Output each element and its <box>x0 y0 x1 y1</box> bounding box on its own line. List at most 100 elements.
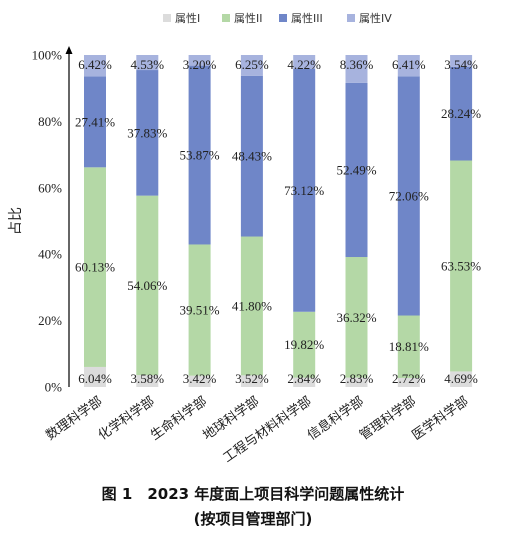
legend-swatch <box>163 14 171 22</box>
data-label: 28.24% <box>441 106 481 121</box>
data-label: 19.82% <box>284 337 324 352</box>
y-axis-arrow <box>65 46 73 54</box>
bar-segment <box>450 66 473 161</box>
data-label: 60.13% <box>75 260 115 275</box>
data-label: 2.72% <box>392 371 426 386</box>
data-label: 27.41% <box>75 114 115 129</box>
bar-segment <box>345 82 368 258</box>
x-category-label: 生命科学部 <box>147 393 209 443</box>
legend-label: 属性II <box>234 11 263 25</box>
x-axis-labels: 数理科学部化学科学部生命科学部地球科学部工程与材料科学部信息科学部管理科学部医学… <box>43 393 472 466</box>
x-category-label: 管理科学部 <box>357 393 419 443</box>
data-label: 52.49% <box>336 162 376 177</box>
stacked-bar-chart: 属性I 属性II 属性III 属性IV 占比 0% 20% 40% 60% 80% 100% 6… <box>8 11 481 466</box>
bar-stack: 3.42% 39.51% 53.87% 3.20% <box>180 55 220 387</box>
bar-segment <box>240 75 263 237</box>
legend-swatch <box>222 14 230 22</box>
data-label: 39.51% <box>180 303 220 318</box>
bar-segment <box>397 76 420 316</box>
y-tick-label: 80% <box>38 114 62 129</box>
bar-segment <box>450 371 473 387</box>
y-tick-label: 0% <box>45 380 63 395</box>
legend-label: 属性III <box>291 11 323 25</box>
data-label: 18.81% <box>389 339 429 354</box>
data-label: 36.32% <box>336 310 376 325</box>
bar-segment <box>136 375 159 387</box>
bar-segment <box>84 55 106 77</box>
data-label: 54.06% <box>127 278 167 293</box>
bar-segment <box>136 70 159 196</box>
bar-segment <box>136 195 159 376</box>
legend-swatch <box>347 14 355 22</box>
bar-segment <box>397 315 420 378</box>
data-label: 73.12% <box>284 183 324 198</box>
legend-label: 属性IV <box>359 11 392 25</box>
bar-stack: 3.58% 54.06% 37.83% 4.53% <box>127 55 168 387</box>
bar-segment <box>188 375 211 387</box>
bar-segment <box>293 69 316 312</box>
figure-caption-title: 图 1 2023 年度面上项目科学问题属性统计 <box>101 485 405 503</box>
bar-stack: 2.84% 19.82% 73.12% 4.22% <box>284 55 324 387</box>
bar-segment <box>345 257 368 378</box>
legend-label: 属性I <box>175 11 200 25</box>
bar-segment <box>240 236 263 376</box>
bar-segment <box>450 160 473 372</box>
data-label: 8.36% <box>340 57 374 72</box>
data-label: 2.84% <box>287 371 321 386</box>
data-label: 2.83% <box>340 371 374 386</box>
x-category-label: 化学科学部 <box>95 393 157 443</box>
bar-segment <box>188 65 211 245</box>
bar-stack: 2.83% 36.32% 52.49% 8.36% <box>336 55 377 387</box>
data-label: 3.42% <box>183 371 217 386</box>
y-tick-label: 100% <box>32 48 63 63</box>
bar-stack: 4.69% 63.53% 28.24% 3.54% <box>441 55 481 387</box>
bar-segment <box>397 377 420 387</box>
chart-legend: 属性I 属性II 属性III 属性IV <box>163 11 392 25</box>
data-label: 3.58% <box>131 371 165 386</box>
data-label: 3.54% <box>444 57 478 72</box>
data-label: 37.83% <box>127 125 167 140</box>
data-label: 41.80% <box>232 298 272 313</box>
bar-segment <box>240 55 263 76</box>
data-label: 6.42% <box>78 57 112 72</box>
x-category-label: 数理科学部 <box>43 393 105 443</box>
data-label: 4.22% <box>287 57 321 72</box>
figure-caption-subtitle: (按项目管理部门) <box>193 510 313 528</box>
bar-segment <box>345 55 368 83</box>
data-label: 6.25% <box>235 57 269 72</box>
bar-segment <box>84 167 106 367</box>
data-label: 6.41% <box>392 57 426 72</box>
bar-segment <box>450 55 473 67</box>
x-category-label: 信息科学部 <box>304 393 366 443</box>
y-tick-label: 60% <box>38 180 62 195</box>
bar-segment <box>293 311 316 378</box>
bar-stack: 6.04% 60.13% 27.41% 6.42% <box>75 55 115 387</box>
y-axis: 0% 20% 40% 60% 80% 100% <box>32 46 73 395</box>
data-label: 3.52% <box>235 371 269 386</box>
data-label: 4.53% <box>131 57 165 72</box>
bar-segment <box>136 55 159 71</box>
bars: 6.04% 60.13% 27.41% 6.42% 3.58% 54.06% 37.83% 4… <box>75 55 481 387</box>
bar-segment <box>188 55 211 66</box>
data-label: 63.53% <box>441 258 481 273</box>
bar-segment <box>188 244 211 376</box>
data-label: 6.04% <box>78 371 112 386</box>
data-label: 72.06% <box>389 188 429 203</box>
x-category-label: 医学科学部 <box>409 393 471 443</box>
bar-segment <box>240 375 263 387</box>
legend-swatch <box>279 14 287 22</box>
y-tick-label: 40% <box>38 247 62 262</box>
y-tick-label: 20% <box>38 313 62 328</box>
y-axis-label: 占比 <box>8 207 24 235</box>
bar-segment <box>84 366 106 387</box>
bar-segment <box>293 55 316 70</box>
data-label: 53.87% <box>180 148 220 163</box>
bar-segment <box>293 377 316 387</box>
bar-segment <box>345 377 368 387</box>
data-label: 4.69% <box>444 371 478 386</box>
bar-segment <box>84 76 106 168</box>
bar-segment <box>397 55 420 77</box>
bar-stack: 3.52% 41.80% 48.43% 6.25% <box>232 55 272 387</box>
bar-stack: 2.72% 18.81% 72.06% 6.41% <box>389 55 429 387</box>
x-category-label: 工程与材料科学部 <box>220 393 314 466</box>
